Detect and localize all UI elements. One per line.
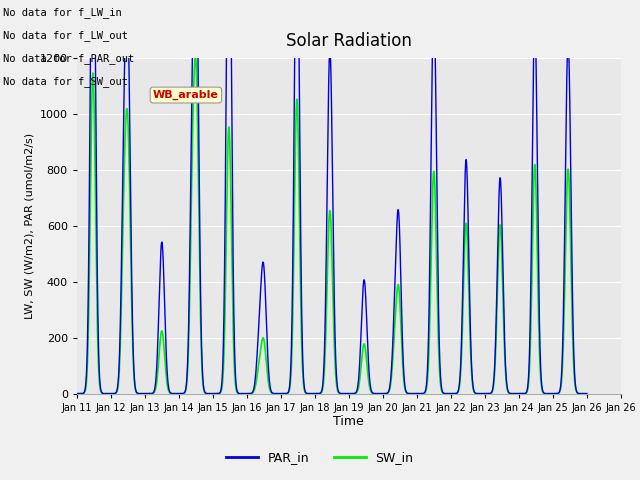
PAR_in [479,391,487,396]
PAR_in [202,390,209,396]
SW_in [583,391,591,396]
PAR_in [124,0,131,2]
SW_in [124,108,131,114]
PAR_in [492,345,499,350]
PAR_in [526,335,534,341]
SW_in [492,356,499,361]
SW_in [563,209,570,215]
SW_in [479,391,487,396]
SW_in [73,391,81,396]
Line: PAR_in: PAR_in [77,0,587,394]
PAR_in [412,391,420,396]
Text: No data for f_LW_in: No data for f_LW_in [3,7,122,18]
PAR_in [563,105,570,111]
Title: Solar Radiation: Solar Radiation [286,33,412,50]
Y-axis label: LW, SW (W/m2), PAR (umol/m2/s): LW, SW (W/m2), PAR (umol/m2/s) [24,132,34,319]
Text: No data for f_SW_out: No data for f_SW_out [3,76,128,87]
Text: WB_arable: WB_arable [153,90,219,100]
X-axis label: Time: Time [333,415,364,429]
Legend: PAR_in, SW_in: PAR_in, SW_in [221,446,419,469]
PAR_in [73,391,81,396]
Text: No data for f_PAR_out: No data for f_PAR_out [3,53,134,64]
Line: SW_in: SW_in [77,56,587,394]
Text: No data for f_LW_out: No data for f_LW_out [3,30,128,41]
SW_in [202,390,209,396]
SW_in [191,53,199,59]
PAR_in [583,391,591,396]
SW_in [526,358,534,363]
